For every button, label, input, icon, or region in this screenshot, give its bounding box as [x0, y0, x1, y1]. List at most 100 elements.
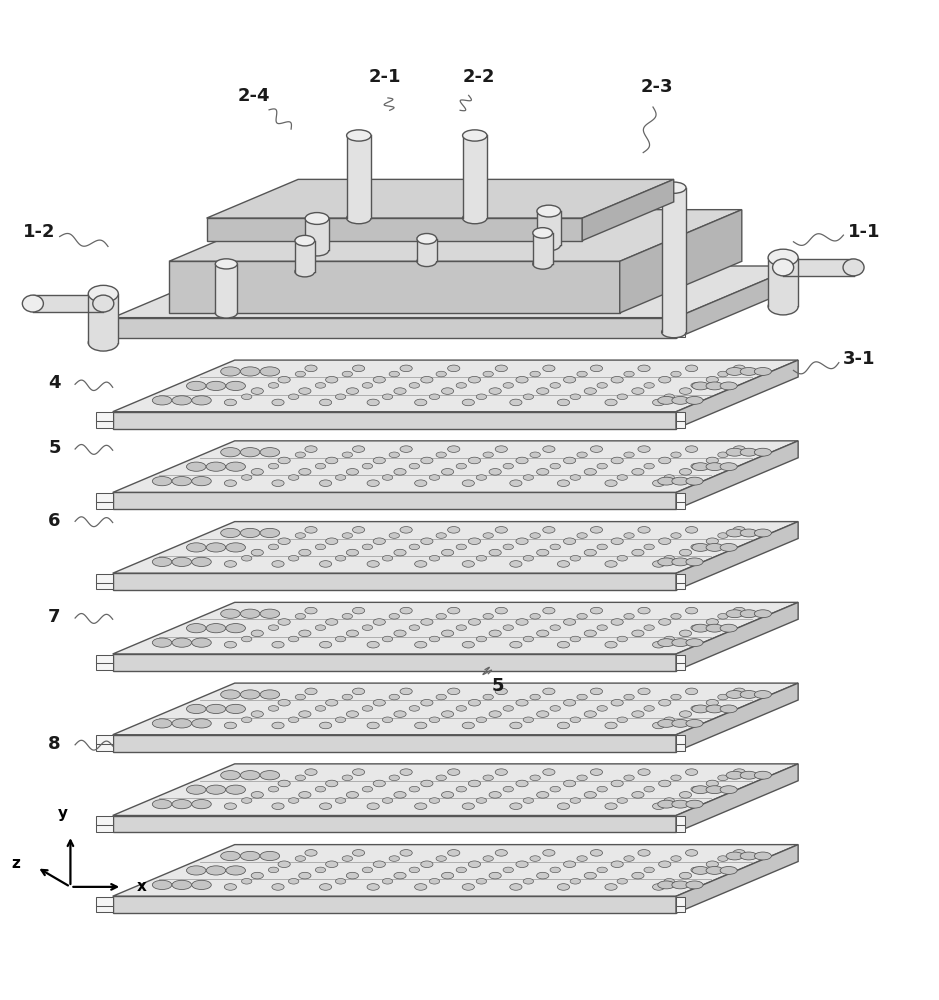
- Ellipse shape: [563, 780, 576, 787]
- Ellipse shape: [326, 538, 338, 545]
- Ellipse shape: [389, 533, 399, 538]
- Ellipse shape: [510, 722, 522, 729]
- Ellipse shape: [611, 538, 623, 545]
- Ellipse shape: [685, 639, 703, 647]
- Ellipse shape: [299, 549, 311, 556]
- Ellipse shape: [462, 561, 474, 567]
- Ellipse shape: [597, 544, 608, 550]
- Ellipse shape: [605, 561, 617, 567]
- Ellipse shape: [523, 798, 533, 803]
- Ellipse shape: [611, 457, 623, 464]
- Ellipse shape: [288, 878, 299, 884]
- Ellipse shape: [278, 699, 290, 706]
- Ellipse shape: [224, 480, 237, 486]
- Ellipse shape: [733, 769, 746, 775]
- Ellipse shape: [373, 780, 385, 787]
- Ellipse shape: [671, 639, 689, 647]
- Ellipse shape: [335, 475, 346, 480]
- Ellipse shape: [389, 694, 399, 700]
- Ellipse shape: [400, 446, 412, 452]
- Ellipse shape: [657, 800, 675, 808]
- Ellipse shape: [476, 717, 486, 723]
- Ellipse shape: [272, 561, 285, 567]
- Polygon shape: [96, 735, 113, 744]
- Ellipse shape: [617, 394, 627, 400]
- Ellipse shape: [260, 367, 280, 376]
- Ellipse shape: [754, 448, 771, 456]
- Ellipse shape: [346, 469, 359, 475]
- Ellipse shape: [456, 463, 467, 469]
- Ellipse shape: [503, 463, 514, 469]
- Ellipse shape: [623, 694, 634, 700]
- Ellipse shape: [577, 775, 587, 781]
- Ellipse shape: [382, 555, 393, 561]
- Ellipse shape: [335, 555, 346, 561]
- Polygon shape: [113, 735, 676, 752]
- Ellipse shape: [537, 711, 548, 717]
- Ellipse shape: [717, 614, 728, 619]
- Ellipse shape: [260, 851, 280, 861]
- Ellipse shape: [305, 607, 317, 614]
- Ellipse shape: [288, 798, 299, 803]
- Ellipse shape: [623, 775, 634, 781]
- Ellipse shape: [295, 614, 305, 619]
- Ellipse shape: [543, 607, 555, 614]
- Ellipse shape: [483, 614, 493, 619]
- Ellipse shape: [706, 543, 723, 551]
- Polygon shape: [676, 602, 798, 671]
- Ellipse shape: [754, 771, 771, 779]
- Ellipse shape: [653, 641, 665, 648]
- Ellipse shape: [252, 549, 263, 556]
- Ellipse shape: [342, 371, 352, 377]
- Ellipse shape: [221, 851, 240, 861]
- Ellipse shape: [373, 619, 385, 625]
- Ellipse shape: [717, 452, 728, 458]
- Ellipse shape: [503, 786, 514, 792]
- Ellipse shape: [489, 711, 501, 717]
- Ellipse shape: [172, 719, 192, 728]
- Ellipse shape: [691, 786, 701, 792]
- Ellipse shape: [503, 383, 514, 388]
- Ellipse shape: [221, 367, 240, 376]
- Ellipse shape: [623, 371, 634, 377]
- Ellipse shape: [510, 884, 522, 890]
- Ellipse shape: [726, 691, 743, 698]
- Ellipse shape: [441, 872, 454, 879]
- Ellipse shape: [503, 867, 514, 873]
- Ellipse shape: [393, 469, 406, 475]
- Ellipse shape: [740, 529, 758, 537]
- Ellipse shape: [299, 792, 311, 798]
- Ellipse shape: [726, 771, 743, 779]
- Ellipse shape: [436, 452, 446, 458]
- Ellipse shape: [367, 480, 379, 486]
- Ellipse shape: [537, 792, 548, 798]
- Ellipse shape: [316, 544, 326, 550]
- Ellipse shape: [295, 266, 315, 277]
- Ellipse shape: [152, 880, 172, 889]
- Ellipse shape: [510, 641, 522, 648]
- Ellipse shape: [469, 780, 481, 787]
- Ellipse shape: [215, 259, 238, 269]
- Polygon shape: [676, 816, 685, 825]
- Ellipse shape: [658, 699, 670, 706]
- Ellipse shape: [393, 711, 406, 717]
- Ellipse shape: [537, 630, 548, 637]
- Ellipse shape: [658, 538, 670, 545]
- Ellipse shape: [644, 786, 654, 792]
- Ellipse shape: [221, 528, 240, 538]
- Ellipse shape: [342, 452, 352, 458]
- Ellipse shape: [617, 555, 627, 561]
- Ellipse shape: [207, 381, 225, 391]
- Ellipse shape: [221, 448, 240, 457]
- Ellipse shape: [226, 866, 245, 875]
- Polygon shape: [96, 897, 113, 906]
- Ellipse shape: [469, 376, 481, 383]
- Polygon shape: [113, 896, 676, 913]
- Ellipse shape: [543, 769, 555, 775]
- Ellipse shape: [421, 538, 433, 545]
- Polygon shape: [662, 188, 686, 332]
- Text: x: x: [137, 879, 147, 894]
- Polygon shape: [96, 500, 113, 509]
- Ellipse shape: [152, 800, 172, 809]
- Ellipse shape: [207, 543, 225, 552]
